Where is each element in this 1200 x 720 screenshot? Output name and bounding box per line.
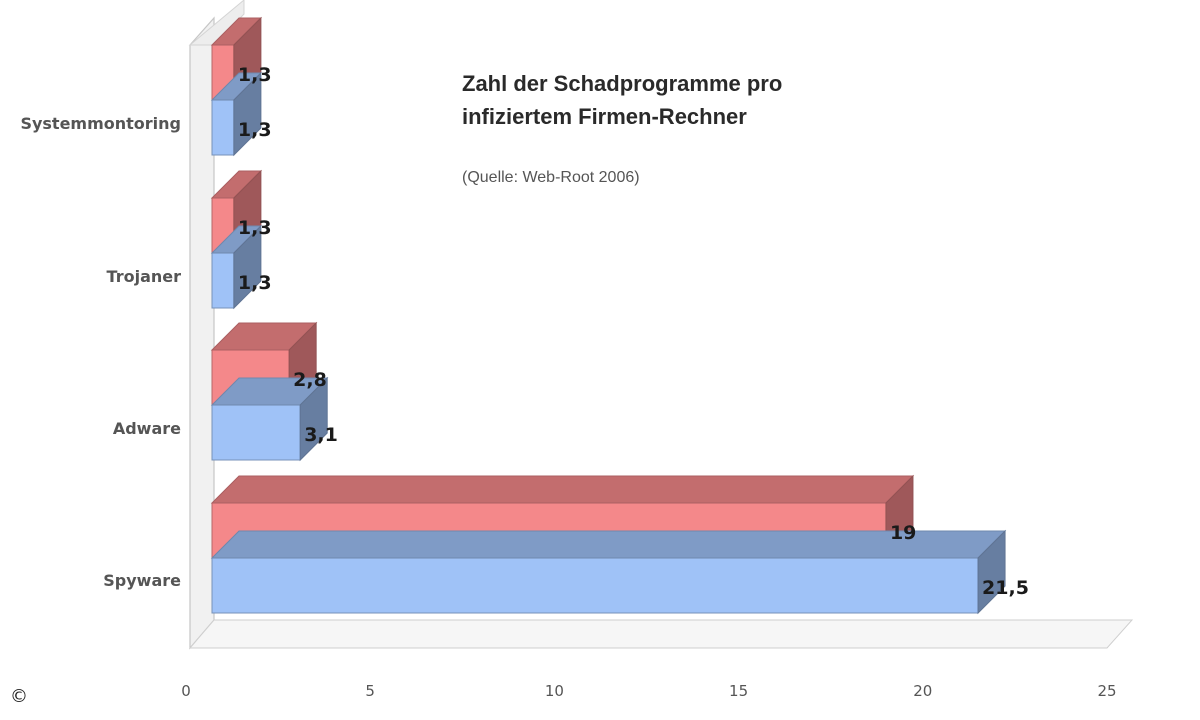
data-label-adware-series-1: 2,8 — [293, 369, 327, 391]
chart-bars — [210, 16, 1007, 615]
data-label-trojaner-series-2: 1,3 — [238, 272, 272, 294]
side-wall-top — [188, 0, 245, 46]
bar-spyware-series-2 — [210, 529, 1007, 615]
data-label-spyware-series-1: 19 — [890, 522, 916, 544]
x-axis-ticks: 0 5 10 15 20 25 — [181, 682, 1116, 700]
category-label-trojaner: Trojaner — [107, 267, 182, 286]
data-label-adware-series-2: 3,1 — [304, 424, 338, 446]
category-label-systemmontoring: Systemmontoring — [20, 114, 181, 133]
data-label-spyware-series-2: 21,5 — [982, 577, 1029, 599]
x-tick-label-5: 5 — [365, 682, 375, 700]
x-tick-label-20: 20 — [913, 682, 932, 700]
bar-systemmontoring-series-2 — [210, 71, 263, 157]
category-label-spyware: Spyware — [103, 571, 181, 590]
x-tick-label-0: 0 — [181, 682, 191, 700]
data-label-systemmontoring-series-1: 1,3 — [238, 64, 272, 86]
data-label-systemmontoring-series-2: 1,3 — [238, 119, 272, 141]
x-tick-label-15: 15 — [729, 682, 748, 700]
x-tick-label-25: 25 — [1097, 682, 1116, 700]
floor — [188, 619, 1134, 649]
bar-trojaner-series-2 — [210, 224, 263, 310]
data-labels: 1,3 1,3 1,3 1,3 2,8 3,1 19 21,5 — [238, 64, 1029, 599]
category-labels: Systemmontoring Trojaner Adware Spyware — [20, 114, 181, 590]
chart-title-line-1: Zahl der Schadprogramme pro — [462, 71, 782, 96]
data-label-trojaner-series-1: 1,3 — [238, 217, 272, 239]
chart-walls — [188, 0, 1134, 650]
bar-adware-series-2 — [210, 376, 329, 462]
x-tick-label-10: 10 — [545, 682, 564, 700]
chart-title-line-2: infiziertem Firmen-Rechner — [462, 104, 747, 129]
category-label-adware: Adware — [113, 419, 181, 438]
chart-titles: Zahl der Schadprogramme pro infiziertem … — [462, 71, 782, 186]
chart-subtitle: (Quelle: Web-Root 2006) — [462, 169, 640, 186]
copyright-icon: © — [10, 686, 28, 707]
side-wall — [189, 16, 215, 650]
